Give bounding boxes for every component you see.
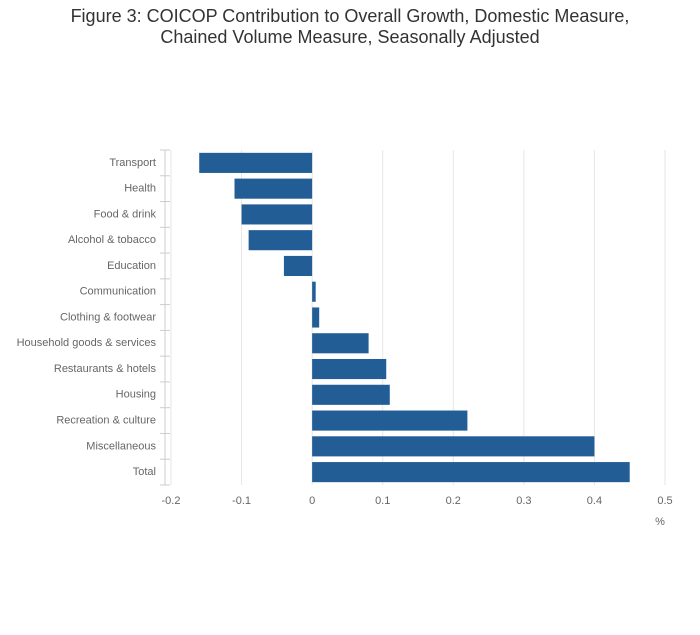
- bar: [199, 152, 313, 173]
- bar: [283, 255, 313, 277]
- x-tick-label: 0.1: [375, 495, 390, 507]
- bar: [312, 436, 595, 457]
- y-tick-label: Household goods & services: [17, 337, 157, 349]
- bar: [312, 307, 320, 328]
- x-tick-label: 0.4: [587, 495, 602, 507]
- x-tick-label: 0.5: [657, 495, 672, 507]
- bar: [234, 178, 313, 199]
- bar: [241, 204, 313, 225]
- y-tick-label: Housing: [116, 389, 156, 401]
- bar: [312, 384, 390, 405]
- y-tick-label: Clothing & footwear: [60, 311, 156, 323]
- x-axis-label: %: [655, 516, 665, 528]
- y-tick-label: Food & drink: [94, 208, 157, 220]
- x-tick-label: -0.2: [162, 495, 181, 507]
- bar: [312, 462, 630, 483]
- bar: [312, 281, 316, 302]
- y-tick-label: Total: [133, 466, 156, 478]
- x-tick-label: 0.2: [446, 495, 461, 507]
- y-tick-label: Restaurants & hotels: [54, 363, 157, 375]
- y-tick-label: Transport: [109, 157, 156, 169]
- bar: [312, 358, 387, 380]
- x-tick-label: -0.1: [232, 495, 251, 507]
- x-tick-label: 0: [309, 495, 315, 507]
- x-tick-label: 0.3: [516, 495, 531, 507]
- bar: [312, 410, 468, 431]
- bar: [248, 230, 313, 251]
- bar: [312, 333, 369, 354]
- y-tick-label: Communication: [80, 286, 156, 298]
- chart-title: Figure 3: COICOP Contribution to Overall…: [70, 6, 630, 47]
- y-tick-label: Recreation & culture: [56, 414, 156, 426]
- y-tick-label: Miscellaneous: [86, 440, 156, 452]
- y-tick-label: Education: [107, 260, 156, 272]
- y-tick-label: Health: [124, 183, 156, 195]
- y-tick-label: Alcohol & tobacco: [68, 234, 156, 246]
